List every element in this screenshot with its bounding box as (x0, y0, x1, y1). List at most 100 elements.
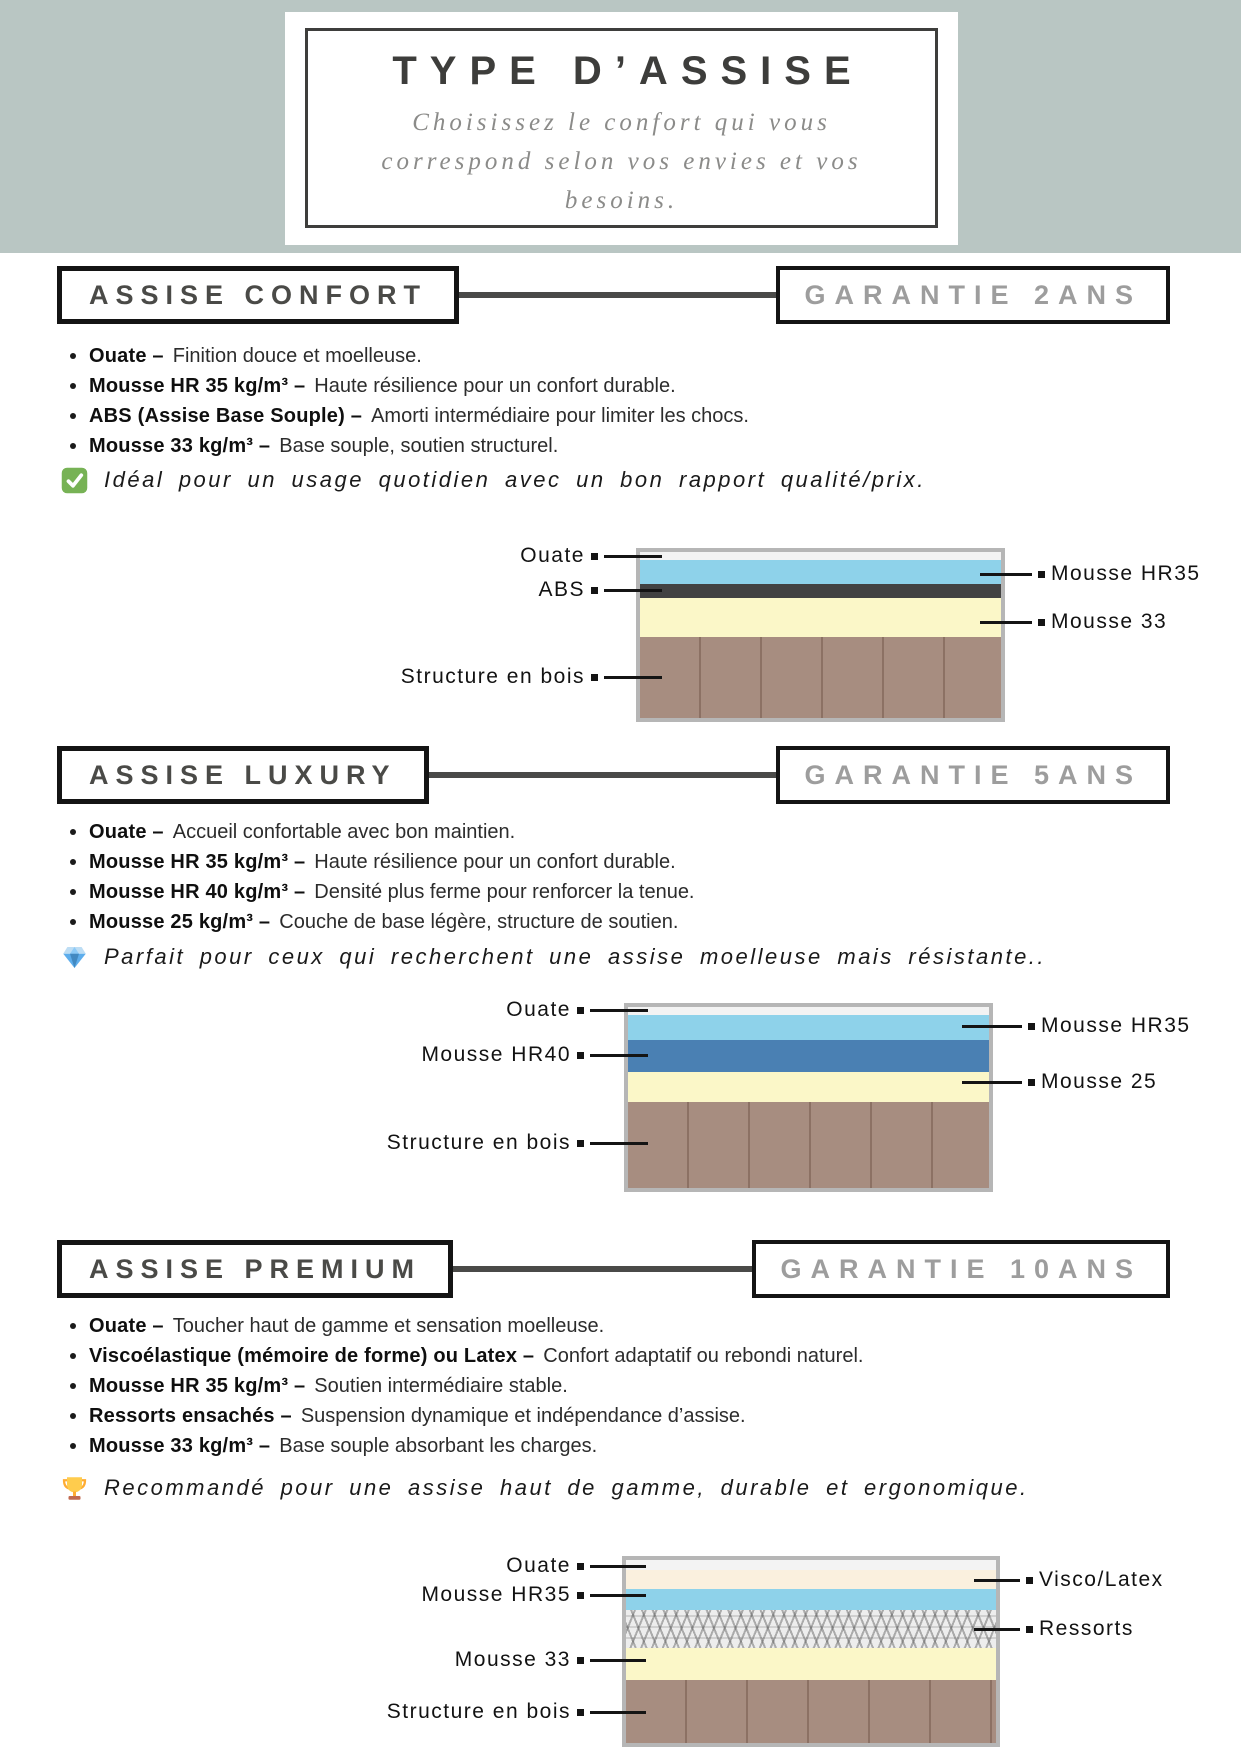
layer-label-mousse-25: Mousse 25 (962, 1070, 1157, 1094)
label-line (974, 1578, 1020, 1582)
diagram-luxury (624, 1003, 993, 1192)
label-square (1028, 1078, 1035, 1086)
list-item: Mousse HR 35 kg/m³ – Haute résilience pou… (70, 847, 1180, 877)
list-item: ABS (Assise Base Souple) – Amorti intermé… (70, 401, 1180, 431)
connector-line (425, 772, 780, 778)
label-line (604, 675, 662, 679)
label-line (590, 1710, 646, 1714)
layer-ressorts (626, 1610, 996, 1648)
bullet-dot (70, 1323, 76, 1329)
bullet-dot (70, 1383, 76, 1389)
layer-label-structure: Structure en bois (387, 1131, 648, 1155)
section-title-box: ASSISE LUXURY (57, 746, 429, 804)
list-item: Ouate – Toucher haut de gamme et sensatio… (70, 1311, 1180, 1341)
label-square (591, 552, 598, 560)
list-item: Mousse HR 35 kg/m³ – Soutien intermédiair… (70, 1371, 1180, 1401)
premium-tagline: Recommandé pour une assise haut de gamme… (61, 1472, 1029, 1504)
section-header-premium: ASSISE PREMIUM GARANTIE 10ANS (57, 1240, 1170, 1298)
bullet-dot (70, 443, 76, 449)
bullet-dot (70, 383, 76, 389)
page-subtitle: Choisissez le confort qui vous correspon… (381, 109, 862, 214)
confort-tagline: Idéal pour un usage quotidien avec un bo… (61, 464, 926, 496)
bullet-dot (70, 829, 76, 835)
layer-label-ressorts: Ressorts (974, 1617, 1134, 1641)
layer-abs (640, 584, 1001, 598)
layer-mousse-hr35 (628, 1015, 989, 1040)
list-item: Ouate – Accueil confortable avec bon main… (70, 817, 1180, 847)
layer-mousse-hr35 (640, 560, 1001, 584)
bullet-dot (70, 1413, 76, 1419)
layer-label-mousse-hr40: Mousse HR40 (421, 1043, 648, 1067)
label-square (577, 1656, 584, 1664)
label-square (591, 586, 598, 594)
bullet-dot (70, 353, 76, 359)
label-square (1038, 618, 1045, 626)
label-line (962, 1080, 1022, 1084)
list-item: Ouate – Finition douce et moelleuse. (70, 341, 1180, 371)
title-frame: TYPE D’ASSISE Choisissez le confort qui … (305, 28, 938, 228)
section-title-box: ASSISE CONFORT (57, 266, 460, 324)
connector-line (456, 292, 780, 298)
tagline-text: Parfait pour ceux qui recherchent une as… (104, 944, 1047, 969)
layer-mousse-33 (640, 598, 1001, 637)
warranty-box: GARANTIE 10ANS (752, 1240, 1170, 1298)
layer-structure-bois (628, 1102, 989, 1188)
label-square (1026, 1625, 1033, 1633)
tagline-text: Idéal pour un usage quotidien avec un bo… (104, 467, 926, 492)
layer-structure-bois (626, 1680, 996, 1743)
label-line (604, 588, 662, 592)
label-square (577, 1139, 584, 1147)
luxury-bullet-list: Ouate – Accueil confortable avec bon main… (70, 817, 1180, 937)
layer-label-ouate: Ouate (506, 1554, 646, 1578)
tagline-text: Recommandé pour une assise haut de gamme… (104, 1475, 1029, 1500)
layer-label-ouate: Ouate (520, 544, 662, 568)
list-item: Mousse 33 kg/m³ – Base souple, soutien st… (70, 431, 1180, 461)
layer-label-abs: ABS (538, 578, 662, 602)
luxury-tagline: Parfait pour ceux qui recherchent une as… (61, 941, 1046, 973)
section-header-luxury: ASSISE LUXURY GARANTIE 5ANS (57, 746, 1170, 804)
warranty-label: GARANTIE 5ANS (804, 759, 1142, 790)
title-card: TYPE D’ASSISE Choisissez le confort qui … (285, 12, 958, 245)
layer-mousse-33 (626, 1648, 996, 1680)
layer-label-ouate: Ouate (506, 998, 648, 1022)
bullet-dot (70, 919, 76, 925)
layer-visco-latex (626, 1570, 996, 1589)
bullet-dot (70, 1443, 76, 1449)
bullet-dot (70, 1353, 76, 1359)
label-square (591, 673, 598, 681)
label-square (577, 1562, 584, 1570)
section-title: ASSISE PREMIUM (89, 1253, 422, 1284)
trophy-icon (62, 1476, 87, 1500)
layer-label-mousse-hr35: Mousse HR35 (962, 1014, 1191, 1038)
label-line (590, 1593, 646, 1597)
layer-label-visco-latex: Visco/Latex (974, 1568, 1164, 1592)
layer-ouate (626, 1560, 996, 1570)
label-square (577, 1051, 584, 1059)
list-item: Mousse 33 kg/m³ – Base souple absorbant l… (70, 1431, 1180, 1461)
list-item: Viscoélastique (mémoire de forme) ou Lat… (70, 1341, 1180, 1371)
label-square (577, 1708, 584, 1716)
page-title: TYPE D’ASSISE (392, 49, 864, 93)
label-square (1038, 570, 1045, 578)
label-line (604, 554, 662, 558)
diagram-premium (622, 1556, 1000, 1747)
diagram-confort (636, 548, 1005, 722)
list-item: Ressorts ensachés – Suspension dynamique … (70, 1401, 1180, 1431)
label-square (1028, 1022, 1035, 1030)
label-square (577, 1006, 584, 1014)
label-line (962, 1024, 1022, 1028)
layer-mousse-25 (628, 1072, 989, 1102)
list-item: Mousse 25 kg/m³ – Couche de base légère, … (70, 907, 1180, 937)
premium-bullet-list: Ouate – Toucher haut de gamme et sensatio… (70, 1311, 1180, 1461)
label-line (980, 572, 1032, 576)
bullet-dot (70, 413, 76, 419)
bullet-dot (70, 859, 76, 865)
list-item: Mousse HR 40 kg/m³ – Densité plus ferme p… (70, 877, 1180, 907)
label-line (590, 1564, 646, 1568)
label-line (590, 1008, 648, 1012)
gem-icon (63, 946, 86, 968)
section-title: ASSISE LUXURY (89, 759, 397, 790)
list-item: Mousse HR 35 kg/m³ – Haute résilience pou… (70, 371, 1180, 401)
label-square (577, 1591, 584, 1599)
label-square (1026, 1576, 1033, 1584)
